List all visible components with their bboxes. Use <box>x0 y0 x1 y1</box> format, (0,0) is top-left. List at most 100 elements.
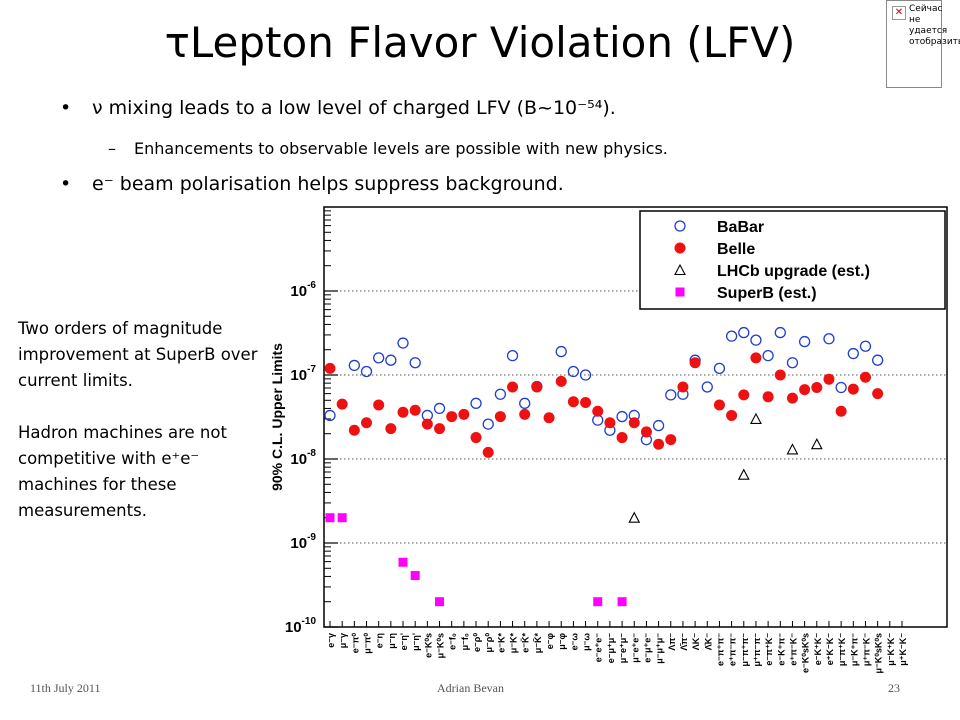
legend-marker <box>674 242 686 254</box>
x-tick-label: μ⁻π⁺K⁻ <box>837 633 847 666</box>
legend: BaBar Belle LHCb upgrade (est.) SuperB (est… <box>639 210 946 310</box>
babar-point <box>835 381 847 394</box>
x-tick-label: e⁻K⁰s <box>423 633 433 658</box>
widget-text: Сейчас не удается отобразить <box>909 4 960 47</box>
y-tick-label: 10-8 <box>290 448 316 468</box>
x-tick-label: e⁻K* <box>496 633 506 653</box>
broken-image-icon: ✕ <box>892 6 906 20</box>
belle-point <box>640 426 652 438</box>
lhcb-point <box>750 412 762 424</box>
legend-marker <box>674 263 686 276</box>
belle-point <box>677 381 689 393</box>
belle-point <box>409 404 421 416</box>
x-tick-label: μ⁻ρ⁰ <box>484 633 494 653</box>
belle-point <box>494 411 506 423</box>
x-tick-label: e⁻φ <box>545 632 555 649</box>
belle-point <box>324 362 336 374</box>
footer-author: Adrian Bevan <box>437 681 504 695</box>
lhcb-point <box>737 468 750 480</box>
belle-point <box>738 389 750 401</box>
x-tick-label: μ⁻η' <box>411 633 421 651</box>
belle-point <box>531 381 543 393</box>
bullet-dot-icon: • <box>60 173 72 195</box>
superb-point <box>410 571 420 581</box>
dash-icon: – <box>108 139 116 158</box>
bullet-1-text: ν mixing leads to a low level of charged… <box>92 97 616 119</box>
belle-point <box>799 384 811 396</box>
belle-point <box>774 369 786 381</box>
babar-point <box>555 345 567 358</box>
belle-point <box>446 411 458 423</box>
legend-label: BaBar <box>717 219 764 236</box>
belle-point <box>385 423 397 435</box>
babar-point <box>750 334 762 346</box>
legend-box <box>639 210 946 310</box>
series-lhcb <box>628 412 823 523</box>
babar-point <box>738 326 750 339</box>
x-tick-label: e⁻ω <box>569 633 579 651</box>
belle-point <box>580 397 592 409</box>
bullet-2: • e⁻ beam polarisation helps suppress ba… <box>60 173 564 195</box>
superb-point <box>593 597 603 607</box>
x-tick-label: e⁻K̄* <box>521 633 531 653</box>
x-tick-label: e⁻γ <box>326 633 336 648</box>
babar-point <box>725 330 738 342</box>
babar-point <box>409 357 421 369</box>
babar-point <box>397 337 409 349</box>
belle-point <box>519 408 531 420</box>
footer-date: 11th July 2011 <box>30 681 101 695</box>
y-tick-label: 10-10 <box>285 616 317 636</box>
note-paragraph-2: Hadron machines are not competitive with… <box>18 423 227 520</box>
babar-point <box>774 326 786 339</box>
babar-point <box>324 409 336 422</box>
x-tick-label: e⁻K⁰sK⁰s <box>801 633 811 673</box>
belle-point <box>336 398 348 410</box>
lhcb-point <box>786 443 799 455</box>
belle-point <box>689 357 701 369</box>
babar-point <box>652 419 665 432</box>
y-tick-label: 10-7 <box>290 364 316 384</box>
belle-point <box>616 432 628 444</box>
x-tick-label: μ⁻K⁺π⁻ <box>849 633 859 666</box>
x-tick-label: e⁻ρ⁰ <box>472 633 482 652</box>
babar-point <box>348 359 360 372</box>
y-axis-label: 90% C.L. Upper Limits <box>269 343 285 491</box>
belle-point <box>628 417 640 429</box>
x-tick-label: Λ̄K⁻ <box>703 633 713 651</box>
x-tick-label: μ⁻μ⁺μ⁻ <box>655 633 665 664</box>
babar-point <box>823 333 835 345</box>
x-tick-label: e⁻f₀ <box>448 633 458 650</box>
lhcb-point <box>628 511 641 523</box>
belle-point <box>470 432 482 444</box>
x-tick-label: e⁺K⁻K⁻ <box>825 633 835 666</box>
x-tick-label: μ⁺π⁻π⁻ <box>752 633 762 667</box>
x-tick-label: μ⁺π⁻K⁻ <box>861 633 871 666</box>
belle-point <box>859 371 871 383</box>
x-tick-label: μ⁻π⁺π⁻ <box>740 633 750 667</box>
x-tick-label: e⁺π⁻π⁻ <box>728 633 738 666</box>
babar-point <box>579 369 592 381</box>
belle-point <box>592 405 604 417</box>
babar-point <box>701 381 713 393</box>
belle-point <box>762 391 774 403</box>
x-tick-label: e⁻η <box>375 633 385 648</box>
babar-point <box>859 340 872 352</box>
x-tick-label: μ⁻K⁰s <box>436 633 446 658</box>
belle-point <box>835 405 847 417</box>
babar-point <box>786 357 799 369</box>
babar-point <box>482 418 494 430</box>
babar-point <box>373 352 385 364</box>
sub-bullet-text: Enhancements to observable levels are po… <box>134 139 668 158</box>
babar-point <box>847 347 859 360</box>
legend-label: Belle <box>717 241 755 258</box>
x-tick-label: ΛK⁻ <box>691 633 701 651</box>
superb-point <box>325 513 335 523</box>
belle-point <box>482 446 494 458</box>
belle-point <box>847 383 859 395</box>
legend-marker <box>675 287 685 297</box>
sub-bullet: – Enhancements to observable levels are … <box>108 139 668 158</box>
y-tick-label: 10-9 <box>290 532 316 552</box>
x-tick-label: μ⁻K⁰sK⁰s <box>874 633 884 673</box>
belle-point <box>507 381 519 393</box>
x-tick-label: e⁻π⁰ <box>350 633 360 654</box>
